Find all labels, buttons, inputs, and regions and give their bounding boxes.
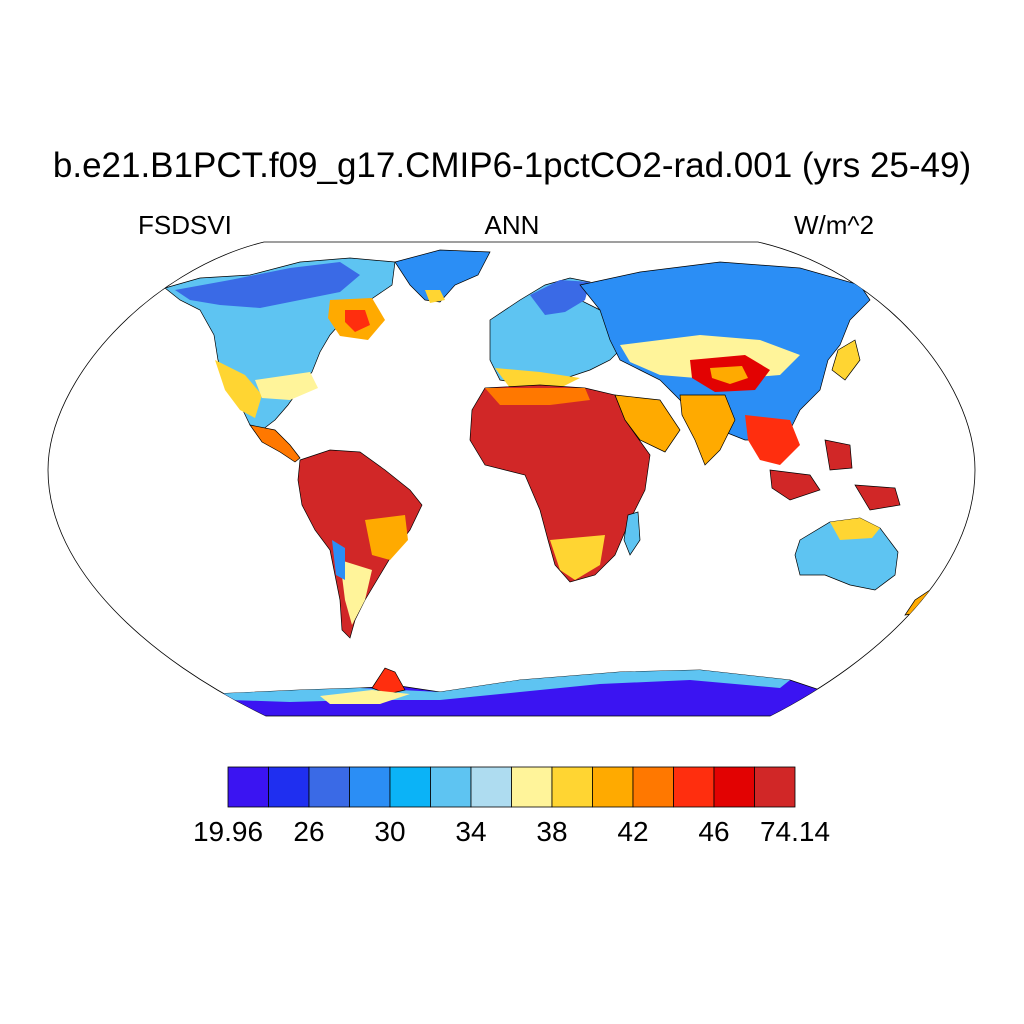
colorbar-tick-label: 38: [536, 816, 568, 847]
greenland-coast: [425, 290, 445, 303]
colorbar-bin: [389, 766, 431, 808]
southern-brazil: [365, 515, 408, 560]
tibet-core: [710, 366, 748, 384]
madagascar: [623, 511, 641, 556]
colorbar-bin: [673, 766, 715, 808]
us-west: [215, 360, 262, 418]
southern-africa: [550, 535, 605, 580]
south-america: [297, 449, 423, 639]
colorbar-bin: [592, 766, 634, 808]
season-label: ANN: [484, 210, 540, 240]
new-guinea: [854, 484, 901, 511]
antarctica-west: [320, 690, 410, 704]
colorbar-tick-label: 46: [698, 816, 730, 847]
colorbar-tick-label: 42: [617, 816, 649, 847]
indonesia-1: [769, 469, 821, 501]
variable-label: FSDSVI: [138, 210, 232, 240]
canada-north: [175, 262, 360, 308]
colorbar-tick-label: 30: [374, 816, 406, 847]
andes-south: [340, 560, 372, 625]
mediterranean-land: [495, 368, 580, 388]
colorbar-bin: [308, 766, 350, 808]
colorbar-tick-label: 26: [293, 816, 325, 847]
andes-blue: [332, 540, 345, 580]
arabia: [614, 394, 681, 453]
japan: [831, 339, 861, 381]
australia-north: [830, 518, 880, 540]
scandinavia: [530, 280, 590, 315]
colorbar-bin: [268, 766, 310, 808]
colorbar-bin: [470, 766, 512, 808]
colorbar-bin: [713, 766, 755, 808]
colorbar: [227, 766, 796, 808]
indonesia-2: [824, 439, 853, 471]
units-label: W/m^2: [794, 210, 875, 240]
colorbar-bin: [349, 766, 391, 808]
colorbar-bin: [551, 766, 593, 808]
india: [679, 394, 736, 466]
continents: [164, 249, 946, 716]
southeast-asia: [745, 415, 800, 465]
us-south: [255, 372, 318, 400]
colorbar-bin: [227, 766, 269, 808]
colorbar-bin: [754, 766, 796, 808]
colorbar-tick-label: 74.14: [759, 816, 831, 847]
central-america: [249, 424, 301, 463]
colorbar-tick-label: 19.96: [192, 816, 264, 847]
north-africa-edge: [485, 388, 590, 405]
colorbar-bin: [511, 766, 553, 808]
map-title: b.e21.B1PCT.f09_g17.CMIP6-1pctCO2-rad.00…: [52, 146, 972, 185]
colorbar-bin: [430, 766, 472, 808]
colorbar-tick-label: 34: [455, 816, 487, 847]
hudson-core: [345, 310, 370, 332]
colorbar-bin: [632, 766, 674, 808]
greenland: [394, 249, 491, 303]
